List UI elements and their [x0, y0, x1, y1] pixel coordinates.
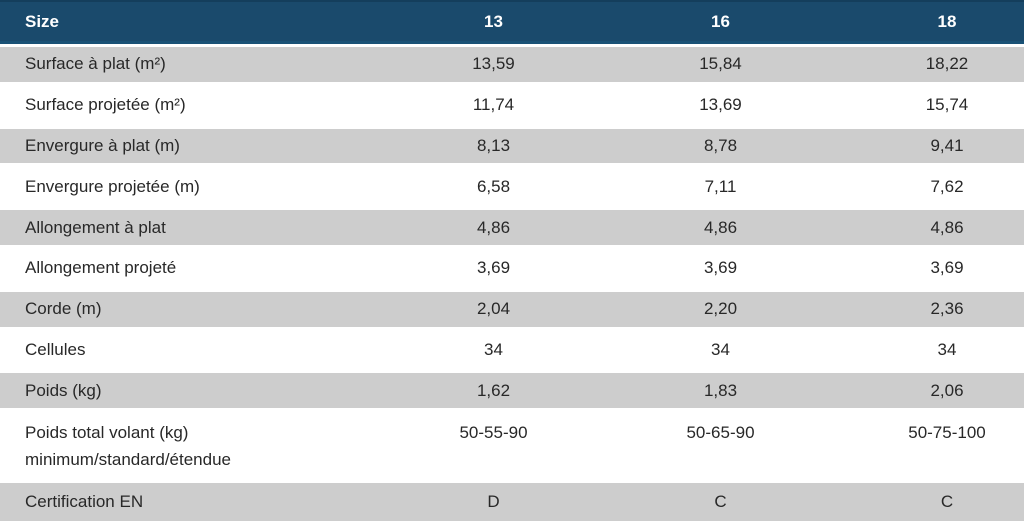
row-value: C [940, 492, 954, 512]
table-row-surface-projetee: Surface projetée (m²) 11,74 13,69 15,74 [0, 84, 1024, 126]
row-label-line1: Poids total volant (kg) [25, 423, 189, 443]
table-row-allongement-a-plat: Allongement à plat 4,86 4,86 4,86 [0, 207, 1024, 248]
row-value: 15,84 [699, 54, 742, 74]
row-value: 7,62 [930, 176, 964, 196]
row-label: Poids total volant (kg) minimum/standard… [0, 419, 380, 473]
row-value: 1,62 [476, 380, 511, 400]
row-value: 3,69 [930, 258, 964, 278]
row-value: 34 [711, 339, 730, 359]
table-row-poids: Poids (kg) 1,62 1,83 2,06 [0, 370, 1024, 412]
row-label-line2: minimum/standard/étendue [25, 450, 232, 470]
row-label: Certification EN [25, 492, 144, 512]
row-value: 3,69 [476, 258, 511, 278]
row-label: Allongement à plat [25, 217, 166, 237]
row-value: 34 [484, 339, 503, 359]
row-value: 9,41 [930, 135, 964, 155]
row-value: 6,58 [476, 176, 511, 196]
row-value: 11,74 [472, 95, 515, 115]
row-label: Envergure à plat (m) [25, 135, 180, 155]
row-label: Allongement projeté [25, 258, 177, 278]
row-value: 2,36 [930, 299, 964, 319]
row-label: Surface à plat (m²) [25, 54, 166, 74]
row-value: 13,69 [699, 95, 742, 115]
row-label: Poids (kg) [25, 380, 102, 400]
row-value: 3,69 [703, 258, 738, 278]
row-label: Surface projetée (m²) [25, 95, 186, 115]
row-value: 8,78 [703, 135, 738, 155]
row-value: 2,04 [476, 299, 511, 319]
row-label: Envergure projetée (m) [25, 176, 200, 196]
table-row-corde: Corde (m) 2,04 2,20 2,36 [0, 288, 1024, 330]
row-value: 50-65-90 [686, 423, 755, 443]
row-value: 15,74 [925, 95, 969, 115]
table-row-surface-a-plat: Surface à plat (m²) 13,59 15,84 18,22 [0, 44, 1024, 85]
row-value: 1,83 [703, 380, 738, 400]
row-value: 2,20 [703, 299, 738, 319]
row-value: 18,22 [925, 54, 969, 74]
table-row-certification-en: Certification EN D C C [0, 480, 1024, 521]
table-row-poids-total-volant: Poids total volant (kg) minimum/standard… [0, 411, 1024, 481]
row-value: 34 [937, 339, 957, 359]
header-col-13: 13 [484, 11, 503, 31]
row-value: C [714, 492, 727, 512]
row-value: 2,06 [930, 380, 964, 400]
header-col-16: 16 [711, 11, 730, 31]
table-row-cellules: Cellules 34 34 34 [0, 329, 1024, 371]
header-size-label: Size [25, 11, 60, 31]
row-value: 4,86 [703, 217, 738, 237]
header-col-18: 18 [937, 11, 957, 31]
row-value: 4,86 [476, 217, 511, 237]
row-value: 8,13 [476, 135, 511, 155]
row-value: 50-55-90 [459, 423, 528, 443]
table-row-envergure-a-plat: Envergure à plat (m) 8,13 8,78 9,41 [0, 125, 1024, 167]
table-row-allongement-projete: Allongement projeté 3,69 3,69 3,69 [0, 247, 1024, 289]
row-value: 13,59 [472, 54, 515, 74]
row-value: 7,11 [704, 176, 737, 196]
row-value: 4,86 [930, 217, 964, 237]
table-row-envergure-projetee: Envergure projetée (m) 6,58 7,11 7,62 [0, 166, 1024, 208]
table-header-row: Size 13 16 18 [0, 0, 1024, 44]
row-value: 50-75-100 [908, 423, 986, 443]
row-value: D [487, 492, 500, 512]
row-label: Corde (m) [25, 299, 102, 319]
row-label: Cellules [25, 339, 86, 359]
